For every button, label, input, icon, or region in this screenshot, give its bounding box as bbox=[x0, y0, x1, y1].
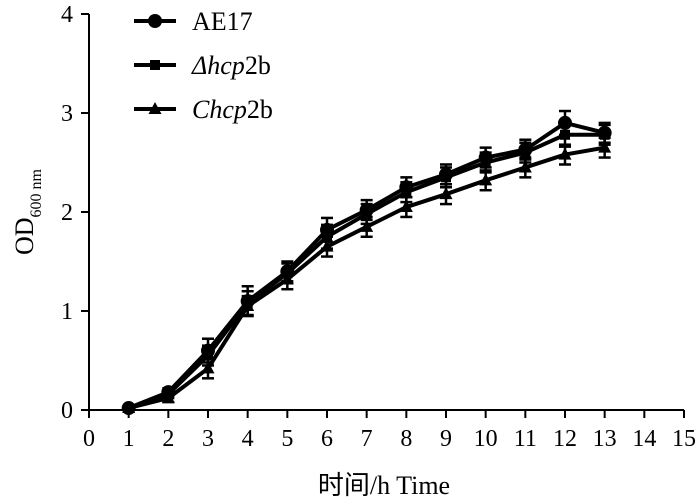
series-line bbox=[128, 145, 606, 410]
y-axis-title: OD600 nm bbox=[10, 168, 45, 255]
legend: AE17 Δhcp2b Chcp2b bbox=[134, 7, 273, 124]
x-tick-label: 12 bbox=[553, 426, 577, 452]
y-tick-label: 1 bbox=[61, 299, 73, 325]
data-point bbox=[439, 187, 453, 200]
y-tick-label: 0 bbox=[61, 398, 73, 424]
data-point bbox=[441, 172, 451, 183]
data-point bbox=[560, 129, 570, 140]
legend-entry: AE17 bbox=[134, 7, 253, 36]
data-point bbox=[599, 129, 610, 140]
data-point bbox=[399, 200, 413, 213]
legend-marker bbox=[148, 102, 162, 114]
x-tick-label: 8 bbox=[400, 426, 412, 452]
data-point bbox=[401, 187, 412, 198]
data-point bbox=[280, 272, 294, 285]
y-tick-label: 3 bbox=[61, 101, 73, 127]
legend-entry: Chcp2b bbox=[134, 95, 273, 124]
legend-label: AE17 bbox=[192, 7, 253, 36]
series-triangle bbox=[122, 136, 612, 414]
x-tick-label: 5 bbox=[281, 426, 293, 452]
data-point bbox=[558, 147, 572, 160]
x-tick-label: 4 bbox=[242, 426, 254, 452]
x-tick-label: 11 bbox=[514, 426, 537, 452]
y-axis-title-sub: 600 nm bbox=[28, 168, 45, 217]
x-tick-label: 1 bbox=[123, 426, 135, 452]
data-point bbox=[122, 401, 136, 414]
x-tick-label: 13 bbox=[593, 426, 617, 452]
data-point bbox=[479, 173, 493, 186]
data-point bbox=[241, 299, 255, 312]
y-tick-label: 2 bbox=[61, 200, 73, 226]
x-tick-label: 15 bbox=[672, 426, 696, 452]
data-point bbox=[598, 140, 612, 153]
data-point bbox=[361, 208, 372, 219]
data-point bbox=[360, 219, 374, 232]
y-axis-title-main: OD bbox=[10, 217, 39, 255]
x-tick-label: 14 bbox=[632, 426, 656, 452]
legend-marker bbox=[148, 14, 162, 28]
series-square bbox=[123, 121, 611, 414]
legend-entry: Δhcp2b bbox=[134, 51, 271, 80]
x-tick-label: 6 bbox=[321, 426, 333, 452]
x-tick-label: 7 bbox=[361, 426, 373, 452]
data-point bbox=[201, 361, 215, 374]
data-point bbox=[518, 160, 532, 173]
data-point bbox=[520, 147, 531, 158]
series-layer bbox=[121, 109, 612, 416]
data-point bbox=[203, 350, 213, 361]
x-tick-label: 3 bbox=[202, 426, 214, 452]
legend-label: Chcp2b bbox=[192, 95, 273, 124]
x-tick-label: 10 bbox=[474, 426, 498, 452]
data-point bbox=[480, 157, 491, 168]
data-point bbox=[161, 391, 175, 404]
legend-marker bbox=[150, 60, 160, 70]
data-point bbox=[320, 239, 334, 252]
series-line bbox=[128, 132, 605, 410]
x-tick-label: 9 bbox=[440, 426, 452, 452]
y-tick-label: 4 bbox=[61, 2, 73, 28]
x-axis-title: 时间/h Time bbox=[318, 471, 450, 500]
x-tick-label: 0 bbox=[83, 426, 95, 452]
legend-label: Δhcp2b bbox=[191, 51, 271, 80]
x-tick-label: 2 bbox=[162, 426, 174, 452]
